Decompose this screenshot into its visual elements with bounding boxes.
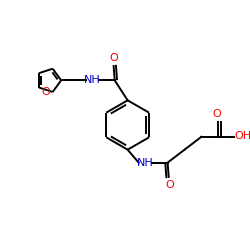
Text: O: O	[109, 53, 118, 63]
Text: NH: NH	[84, 75, 101, 85]
Text: O: O	[165, 180, 174, 190]
Text: NH: NH	[137, 158, 154, 168]
Text: O: O	[42, 87, 50, 97]
Text: OH: OH	[234, 130, 250, 140]
Text: O: O	[213, 110, 222, 120]
